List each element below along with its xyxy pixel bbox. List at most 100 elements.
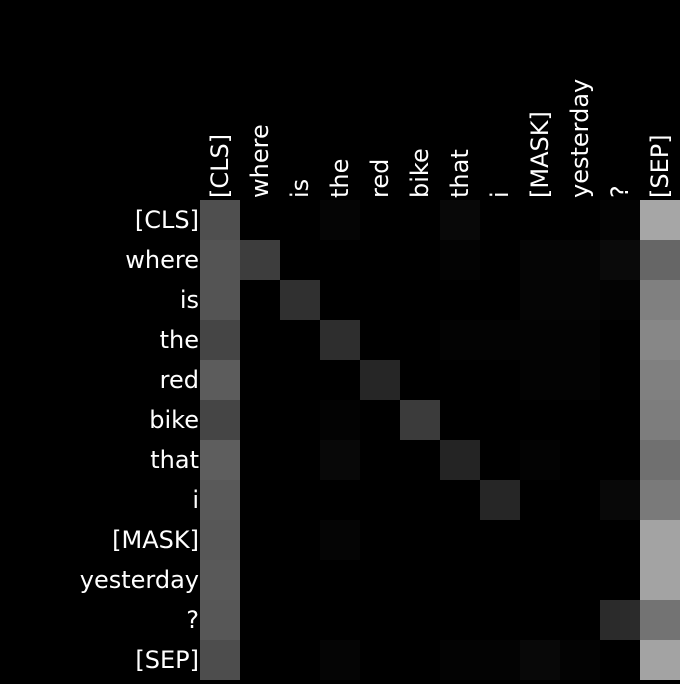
heatmap-cell bbox=[480, 240, 520, 280]
heatmap-cell bbox=[320, 200, 360, 240]
heatmap-cell bbox=[400, 600, 440, 640]
heatmap-cell bbox=[240, 520, 280, 560]
heatmap-cell bbox=[440, 600, 480, 640]
heatmap-cell bbox=[400, 480, 440, 520]
heatmap-cell bbox=[240, 480, 280, 520]
heatmap-cell bbox=[240, 200, 280, 240]
heatmap-cell bbox=[640, 360, 680, 400]
heatmap-cell bbox=[440, 440, 480, 480]
y-tick-label: [SEP] bbox=[135, 646, 199, 674]
y-tick-label: bike bbox=[149, 406, 199, 434]
heatmap-cell bbox=[560, 640, 600, 680]
heatmap-cell bbox=[360, 240, 400, 280]
heatmap-cell bbox=[200, 640, 240, 680]
y-tick-label: [CLS] bbox=[135, 206, 199, 234]
heatmap-cell bbox=[240, 640, 280, 680]
heatmap-cell bbox=[640, 560, 680, 600]
heatmap-cell bbox=[320, 240, 360, 280]
heatmap-cell bbox=[360, 640, 400, 680]
heatmap-cell bbox=[560, 560, 600, 600]
heatmap-cell bbox=[280, 320, 320, 360]
heatmap-cell bbox=[440, 200, 480, 240]
heatmap-cell bbox=[240, 320, 280, 360]
heatmap-cell bbox=[480, 560, 520, 600]
heatmap-cell bbox=[200, 440, 240, 480]
heatmap-cell bbox=[200, 600, 240, 640]
heatmap-cell bbox=[360, 440, 400, 480]
heatmap-cell bbox=[280, 440, 320, 480]
heatmap-cell bbox=[360, 280, 400, 320]
heatmap-cell bbox=[480, 400, 520, 440]
x-tick-label: ? bbox=[606, 185, 634, 198]
heatmap-cell bbox=[480, 320, 520, 360]
heatmap-cell bbox=[600, 600, 640, 640]
heatmap-cell bbox=[400, 240, 440, 280]
heatmap-cell bbox=[400, 200, 440, 240]
heatmap-cell bbox=[560, 360, 600, 400]
heatmap-cell bbox=[480, 520, 520, 560]
x-tick-label: yesterday bbox=[566, 79, 594, 198]
heatmap-cell bbox=[320, 440, 360, 480]
y-tick-label: that bbox=[150, 446, 199, 474]
x-tick-label: the bbox=[326, 159, 354, 198]
heatmap-cell bbox=[560, 320, 600, 360]
heatmap-cell bbox=[400, 560, 440, 600]
heatmap-cell bbox=[520, 480, 560, 520]
heatmap-cell bbox=[440, 560, 480, 600]
heatmap-cell bbox=[640, 520, 680, 560]
x-tick-label: [MASK] bbox=[526, 111, 554, 198]
heatmap-cell bbox=[640, 320, 680, 360]
heatmap-cell bbox=[200, 560, 240, 600]
heatmap-cell bbox=[240, 360, 280, 400]
heatmap-cell bbox=[400, 440, 440, 480]
heatmap-cell bbox=[360, 560, 400, 600]
heatmap-cell bbox=[320, 400, 360, 440]
heatmap-cell bbox=[360, 200, 400, 240]
heatmap-cell bbox=[400, 640, 440, 680]
heatmap-cell bbox=[640, 480, 680, 520]
heatmap-cell bbox=[280, 520, 320, 560]
heatmap-cell bbox=[560, 280, 600, 320]
heatmap-cell bbox=[400, 320, 440, 360]
y-tick-label: i bbox=[192, 486, 199, 514]
heatmap-cell bbox=[280, 640, 320, 680]
heatmap-cell bbox=[320, 480, 360, 520]
heatmap-cell bbox=[200, 520, 240, 560]
heatmap-cell bbox=[480, 360, 520, 400]
y-tick-label: [MASK] bbox=[112, 526, 199, 554]
x-tick-label: [SEP] bbox=[646, 134, 674, 198]
heatmap-cell bbox=[200, 400, 240, 440]
heatmap-cell bbox=[600, 280, 640, 320]
y-tick-label: yesterday bbox=[80, 566, 199, 594]
heatmap-cell bbox=[240, 560, 280, 600]
y-tick-label: ? bbox=[186, 606, 199, 634]
heatmap-cell bbox=[400, 280, 440, 320]
heatmap-cell bbox=[320, 280, 360, 320]
heatmap-cell bbox=[600, 560, 640, 600]
heatmap-cell bbox=[640, 280, 680, 320]
heatmap-cell bbox=[240, 600, 280, 640]
heatmap-cell bbox=[360, 320, 400, 360]
heatmap-cell bbox=[640, 440, 680, 480]
heatmap-cell bbox=[560, 200, 600, 240]
heatmap-cell bbox=[520, 320, 560, 360]
heatmap-cell bbox=[320, 320, 360, 360]
heatmap-cell bbox=[560, 520, 600, 560]
heatmap-cell bbox=[240, 400, 280, 440]
heatmap-cell bbox=[400, 520, 440, 560]
heatmap-cell bbox=[280, 240, 320, 280]
heatmap-cell bbox=[280, 360, 320, 400]
heatmap-cell bbox=[280, 400, 320, 440]
heatmap-cell bbox=[320, 600, 360, 640]
x-tick-label: i bbox=[486, 191, 514, 198]
heatmap-cell bbox=[280, 480, 320, 520]
heatmap-cell bbox=[480, 440, 520, 480]
heatmap-cell bbox=[200, 320, 240, 360]
heatmap-cell bbox=[600, 320, 640, 360]
x-axis-labels: [CLS] where is the red bike that i [MASK] yesterd… bbox=[206, 79, 674, 198]
heatmap-cell bbox=[200, 240, 240, 280]
heatmap-cell bbox=[360, 400, 400, 440]
heatmap-cell bbox=[520, 440, 560, 480]
